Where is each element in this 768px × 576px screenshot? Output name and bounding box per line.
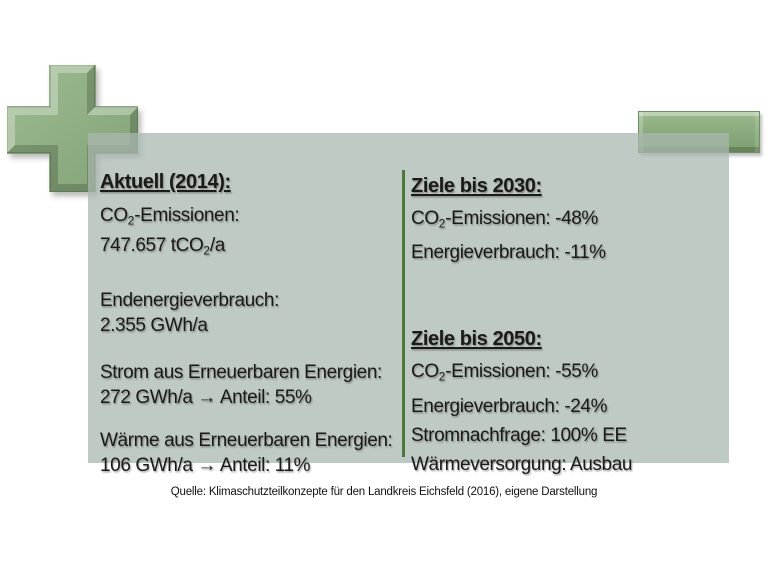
column-divider	[402, 170, 405, 457]
goal-2050-energy: Energieverbrauch: -24%	[411, 395, 608, 417]
renewable-heat-value: 106 GWh/a → Anteil: 11%	[100, 454, 311, 476]
goal-2050-electricity: Stromnachfrage: 100% EE	[411, 424, 627, 446]
final-energy-label: Endenergieverbrauch:	[100, 289, 279, 311]
source-note: Quelle: Klimaschutzteilkonzepte für den …	[170, 486, 598, 498]
renewable-electricity-value: 272 GWh/a → Anteil: 55%	[100, 386, 312, 408]
co2-emissions-value: 747.657 tCO2/a	[100, 235, 225, 258]
goal-2050-co2: CO2-Emissionen: -55%	[411, 361, 598, 384]
goals-column: Ziele bis 2030: CO2-Emissionen: -48% Ene…	[411, 173, 727, 479]
final-energy-value: 2.355 GWh/a	[100, 314, 208, 336]
goal-2030-co2: CO2-Emissionen: -48%	[411, 208, 598, 231]
renewable-heat-label: Wärme aus Erneuerbaren Energien:	[100, 429, 393, 451]
current-values-column: Aktuell (2014): CO2-Emissionen: 747.657 …	[100, 169, 402, 478]
goal-2050-heat: Wärmeversorgung: Ausbau	[411, 453, 633, 475]
goals-2050-heading: Ziele bis 2050:	[411, 328, 542, 351]
right-arrow-icon: →	[197, 386, 216, 408]
goals-2030-heading: Ziele bis 2030:	[411, 175, 542, 197]
right-arrow-icon: →	[197, 454, 216, 476]
goal-2030-energy: Energieverbrauch: -11%	[411, 242, 606, 264]
content-panel	[88, 133, 729, 463]
current-heading: Aktuell (2014):	[100, 171, 231, 193]
co2-emissions-label: CO2-Emissionen:	[100, 205, 240, 228]
renewable-electricity-label: Strom aus Erneuerbaren Energien:	[100, 361, 382, 383]
